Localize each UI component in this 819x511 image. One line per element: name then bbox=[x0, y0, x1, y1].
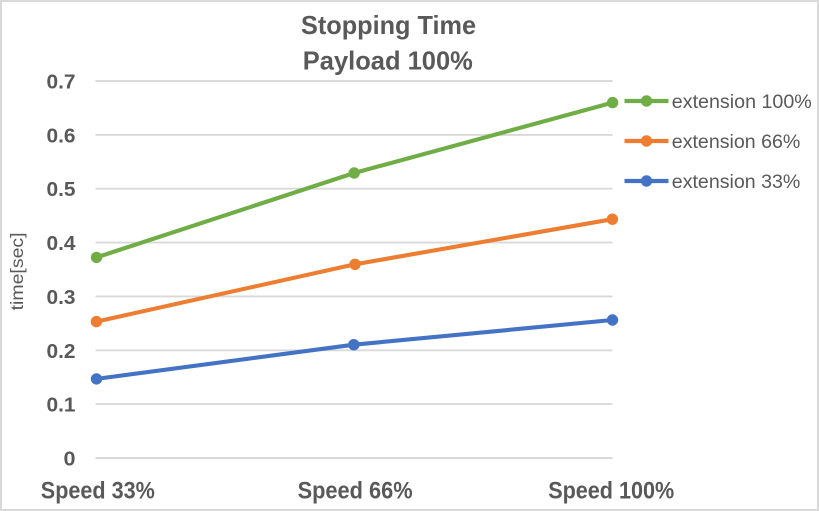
svg-text:time[sec]: time[sec] bbox=[7, 232, 27, 310]
svg-text:0.1: 0.1 bbox=[47, 394, 76, 417]
svg-text:Speed 33%: Speed 33% bbox=[41, 478, 155, 505]
svg-text:0: 0 bbox=[64, 448, 76, 471]
svg-text:0.3: 0.3 bbox=[47, 286, 76, 309]
svg-text:0.4: 0.4 bbox=[47, 232, 77, 255]
svg-text:extension 33%: extension 33% bbox=[672, 172, 801, 193]
svg-text:0.6: 0.6 bbox=[47, 124, 76, 147]
svg-text:Speed 66%: Speed 66% bbox=[298, 478, 413, 505]
svg-text:extension 66%: extension 66% bbox=[672, 132, 801, 153]
svg-text:extension 100%: extension 100% bbox=[672, 92, 812, 113]
svg-text:0.5: 0.5 bbox=[47, 178, 76, 201]
svg-text:0.7: 0.7 bbox=[47, 71, 76, 94]
svg-text:Speed 100%: Speed 100% bbox=[548, 478, 674, 505]
svg-text:0.2: 0.2 bbox=[47, 340, 76, 363]
svg-text:Stopping Time: Stopping Time bbox=[301, 10, 476, 40]
svg-text:Payload 100%: Payload 100% bbox=[303, 46, 473, 76]
